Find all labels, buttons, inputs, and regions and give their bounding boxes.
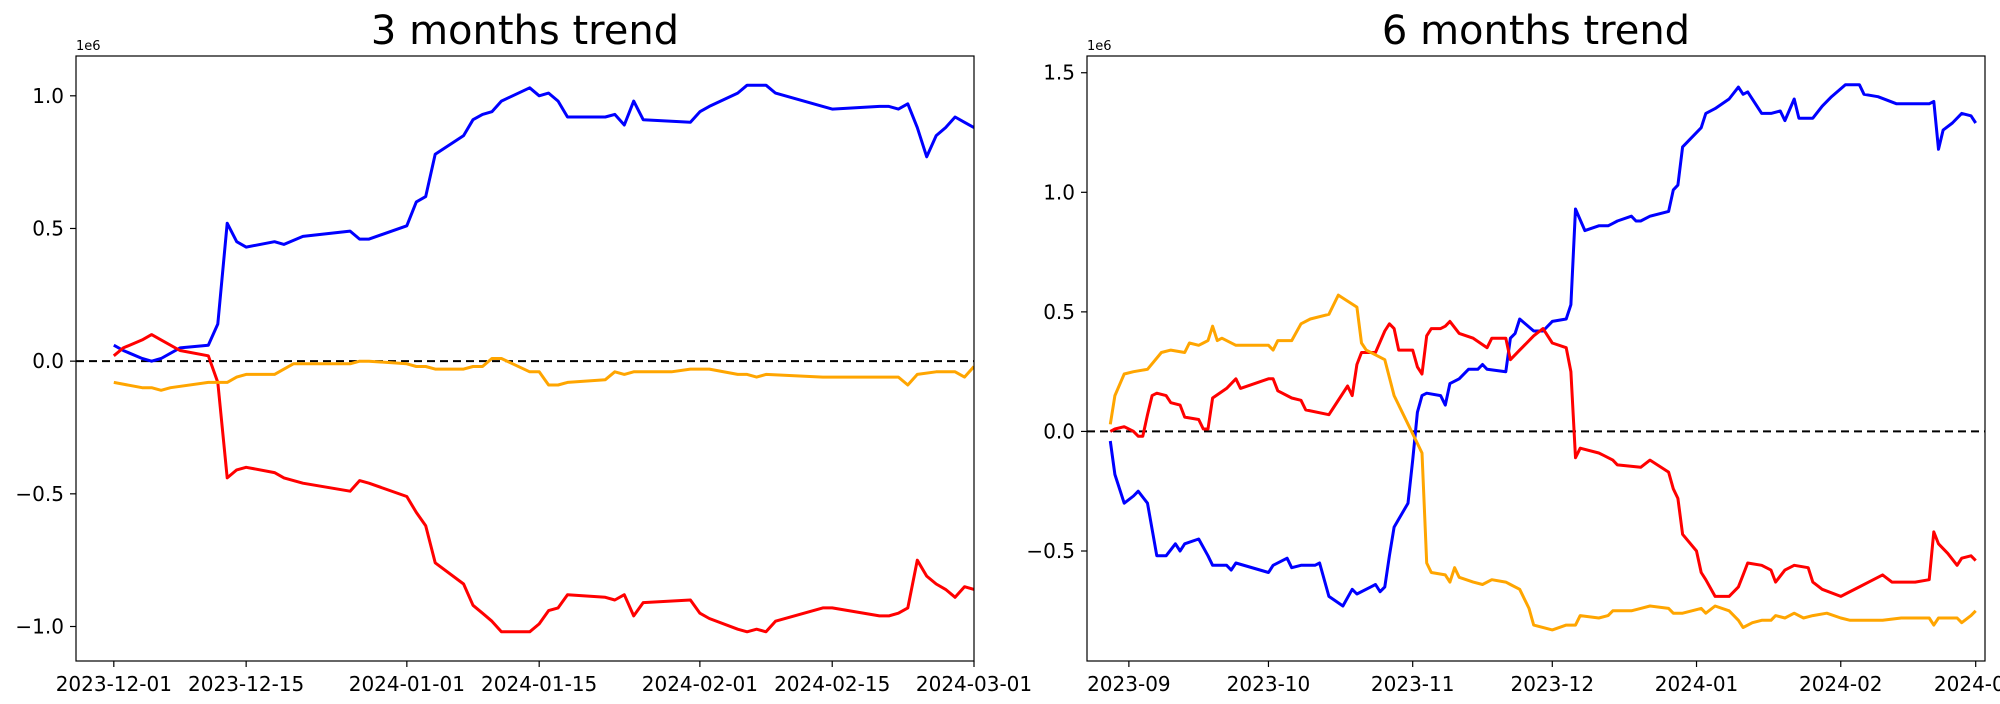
x-tick-label: 2024-01-01 — [349, 672, 465, 696]
y-tick-label: 1.0 — [32, 84, 64, 108]
x-tick-label: 2023-12-15 — [188, 672, 304, 696]
series-line-red — [1109, 319, 1977, 598]
x-tick-label: 2023-12 — [1510, 672, 1594, 696]
chart-panel-6-months: 6 months trend 1e6 1.5 1.0 0.5 0.0 −0.5 2023-09… — [1026, 8, 2000, 696]
y-tick-label: 0.5 — [1043, 300, 1075, 324]
y-tick-label: −0.5 — [1026, 539, 1075, 563]
x-tick-label: 2024-02-01 — [642, 672, 758, 696]
x-tick-label: 2023-10 — [1227, 672, 1311, 696]
x-tick-label: 2024-02-15 — [774, 672, 890, 696]
chart-title: 6 months trend — [1382, 8, 1690, 54]
y-tick-label: 0.0 — [32, 349, 64, 373]
series-line-orange — [113, 357, 974, 392]
x-tick-label: 2024-02 — [1799, 672, 1883, 696]
y-tick-label: 0.0 — [1043, 419, 1075, 443]
series-group — [1108, 83, 1977, 632]
y-tick-label: 1.0 — [1043, 180, 1075, 204]
x-tick-label: 2024-03 — [1934, 672, 2000, 696]
series-line-orange — [1108, 293, 1977, 632]
y-tick-label: 0.5 — [32, 216, 64, 240]
series-line-blue — [1108, 83, 1977, 608]
chart-panel-3-months: 3 months trend 1e6 1.0 0.5 0.0 −0.5 −1.0 2023-1… — [15, 8, 1032, 696]
x-tick-label: 2023-09 — [1087, 672, 1171, 696]
series-group — [112, 83, 974, 634]
chart-title: 3 months trend — [371, 8, 679, 54]
y-tick-label: −1.0 — [15, 615, 64, 639]
y-axis-offset-label: 1e6 — [76, 39, 101, 54]
x-tick-label: 2024-01-15 — [481, 672, 597, 696]
x-tick-label: 2024-03-01 — [916, 672, 1032, 696]
plot-frame — [75, 55, 975, 662]
y-axis-offset-label: 1e6 — [1087, 39, 1112, 54]
y-tick-label: −0.5 — [15, 482, 64, 506]
series-line-blue — [113, 83, 974, 363]
x-tick-label: 2023-12-01 — [56, 672, 172, 696]
x-tick-label: 2024-01 — [1655, 672, 1739, 696]
series-line-red — [112, 333, 974, 634]
plot-frame — [1086, 55, 1986, 662]
x-tick-label: 2023-11 — [1371, 672, 1455, 696]
y-tick-label: 1.5 — [1043, 61, 1075, 85]
